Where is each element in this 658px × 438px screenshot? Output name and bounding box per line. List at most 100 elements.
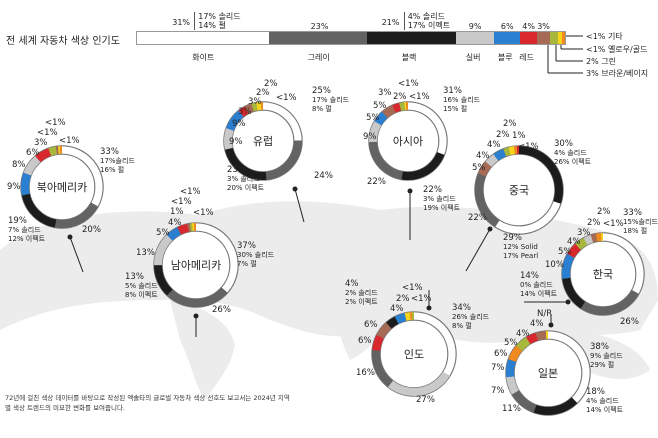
bar-color-name: 블랙 [401,53,417,62]
white-segment-border [547,330,591,404]
segment-label: 6% [358,337,372,346]
donut-segment-red [372,334,384,351]
segment-percent: 2% [393,92,407,102]
segment-percent: 33% [623,208,642,218]
segment-percent: 3% [248,97,262,107]
segment-label: 4% [476,152,490,161]
donut-segment-black [224,147,267,180]
donut-segment-gray [167,287,228,307]
segment-detail: 17% Pearl [503,251,539,260]
donut-segment-green [516,337,531,351]
detail-line: 14% 펄 [198,21,226,30]
donut-segment-brown [244,103,254,114]
detail-line: 4% 솔리드 [407,12,446,21]
donut-segment-blue [562,253,575,279]
segment-percent: 2% [256,88,270,98]
segment-label: 9% [232,120,246,129]
donut-segment-brown [535,331,547,341]
segment-percent: 34% [452,303,471,313]
region-name: 중국 [508,184,530,197]
segment-percent: <1% [180,187,201,197]
segment-detail: 3% 솔리드 [423,195,456,203]
donut-segment-other [595,233,602,242]
donut-segment-brown [590,233,598,243]
segment-label: 3% [248,98,262,107]
donut-segment-black [562,277,586,309]
segment-label: 4% [390,305,404,314]
segment-percent: 6% [26,148,40,158]
segment-label: 6% [26,149,40,158]
segment-detail: 30% 솔리드 [237,251,275,259]
segment-percent: 13% [136,248,155,258]
segment-label: 34% 26% 솔리드 8% 펄 [452,304,489,330]
donut-segment-red [567,243,581,258]
segment-percent: 8% [12,160,26,170]
donut-segment-silver [369,121,382,143]
segment-detail: 19% 이펙트 [423,203,461,212]
white-segment-border [61,153,96,203]
segment-label: <1% [193,209,214,218]
segment-percent: 4% [168,218,182,228]
donut-segment-red [526,332,539,345]
segment-label: 23% 3% 솔리드 20% 이펙트 [227,166,264,192]
segment-label: 20% [82,226,101,235]
segment-percent: 4% [487,140,501,150]
donut-segment-blue [506,359,516,378]
donut-segment-gray [369,141,404,180]
segment-percent: 26% [212,305,231,315]
segment-percent: 27% [416,395,435,405]
segment-percent: N/R [537,309,553,319]
segment-percent: 33% [100,147,119,157]
pointer-dots [67,186,571,328]
donut-segment-silver [387,371,450,396]
segment-percent: 5% [156,228,170,238]
white-segment-border [602,240,637,291]
bar-segment-black [366,32,457,44]
detail-line: 17% 솔리드 [198,12,241,21]
donut-segment-black [386,316,399,329]
white-segment-border [262,109,295,141]
segment-label: 5% [156,229,170,238]
segment-percent: 4% [345,279,359,289]
donut-segment-black [154,264,173,296]
bar-segment-green [549,32,559,44]
segment-detail: 9% 솔리드 [590,352,623,360]
segment-label: <1% [45,119,66,128]
segment-detail: 4% 솔리드 [586,397,619,405]
segment-percent: 3% [238,107,252,117]
segment-detail: 7% 펄 [237,259,257,268]
segment-detail: 3% 솔리드 [227,175,260,183]
segment-label: 29% 12% Solid 17% Pearl [503,234,538,260]
segment-percent: <1% [409,92,430,102]
segment-detail: 4% 솔리드 [554,149,587,157]
donut-segment-red [177,223,190,235]
white-segment-border [413,319,449,373]
segment-label: <1% [398,80,419,89]
segment-label: 7% [491,387,505,396]
bar-color-name: 블루 [497,53,513,62]
segment-detail: 8% 이펙트 [125,290,158,299]
segment-percent: <1% [402,283,423,293]
segment-label: 5% [373,102,387,111]
segment-label: <1% [411,295,432,304]
segment-percent: 16% [356,368,375,378]
segment-percent: 9% [232,119,246,129]
segment-label: 6% [494,350,508,359]
segment-label: 13% 5% 솔리드 8% 이펙트 [125,273,158,299]
segment-percent: 2% [496,130,510,140]
segment-label: 27% [416,396,435,405]
segment-label: 2% [496,131,510,140]
bar-legend-item: <1% 기타 [586,32,623,41]
donut-segment-red [238,106,249,117]
segment-detail: 26% 이펙트 [554,157,592,166]
donut-segment-green [48,146,58,156]
segment-percent: 7% [491,363,505,373]
donut-segment-yellow [404,312,411,321]
region-name: 북아메리카 [36,181,88,194]
segment-percent: 9% [363,132,377,142]
pointer-lines [69,35,583,337]
white-segment-border [262,101,303,141]
bar-percent-label: 3% [537,22,550,31]
segment-label: 31% 16% 솔리드 15% 펄 [443,87,480,113]
segment-percent: <1% [37,128,58,138]
